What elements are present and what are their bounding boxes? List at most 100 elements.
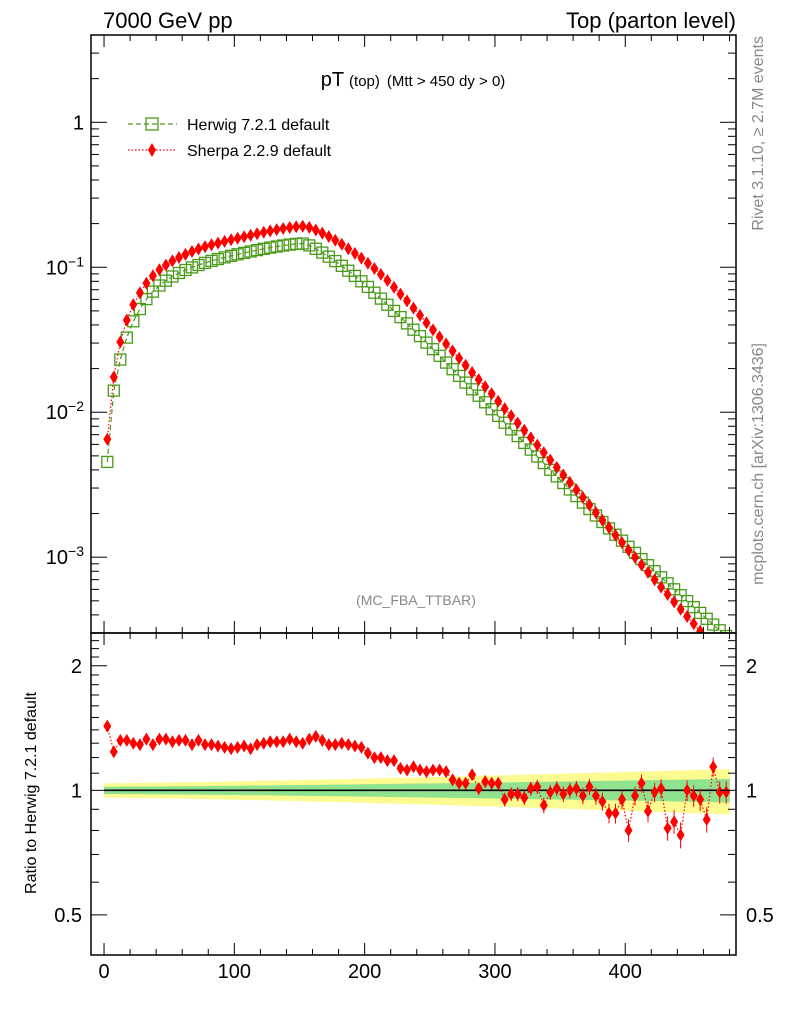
herwig-point bbox=[270, 240, 283, 253]
legend-entry-sherpa: Sherpa 2.2.9 default bbox=[128, 143, 332, 160]
herwig-point bbox=[159, 274, 173, 287]
ratio-y-tick-label-right: 2 bbox=[746, 656, 757, 678]
herwig-point bbox=[231, 248, 244, 261]
sherpa-point bbox=[383, 274, 392, 287]
sherpa-ratio-point bbox=[422, 765, 431, 779]
sherpa-point bbox=[350, 246, 359, 260]
sherpa-point bbox=[591, 506, 600, 520]
legend-herwig-marker bbox=[145, 117, 159, 131]
sherpa-point bbox=[578, 491, 587, 504]
sherpa-ratio-point bbox=[578, 789, 587, 803]
sherpa-point bbox=[585, 498, 594, 512]
herwig-point bbox=[420, 336, 433, 349]
sherpa-ratio-point bbox=[305, 732, 314, 746]
sherpa-point bbox=[214, 236, 222, 250]
ratio-y-tick-label: 2 bbox=[71, 656, 82, 678]
sherpa-point bbox=[559, 468, 568, 482]
ratio-y-axis-label: Ratio to Herwig 7.2.1 default bbox=[23, 692, 40, 894]
herwig-point bbox=[303, 239, 316, 252]
sherpa-point bbox=[357, 251, 366, 265]
herwig-point bbox=[465, 383, 479, 396]
mcplots-credit-label: mcplots.cern.ch [arXiv:1306.3436] bbox=[750, 343, 767, 585]
herwig-point bbox=[322, 250, 335, 263]
sherpa-point bbox=[201, 240, 209, 254]
sherpa-point bbox=[305, 220, 314, 234]
sherpa-point bbox=[494, 394, 503, 408]
sherpa-ratio-point bbox=[598, 795, 607, 808]
herwig-point bbox=[185, 261, 199, 274]
sherpa-point bbox=[474, 373, 483, 387]
main-y-tick-label: 10−2 bbox=[46, 398, 84, 424]
legend: Herwig 7.2.1 default Sherpa 2.2.9 defaul… bbox=[128, 117, 332, 160]
herwig-point bbox=[237, 246, 251, 260]
herwig-point bbox=[244, 245, 257, 258]
sherpa-ratio-point bbox=[494, 776, 503, 790]
herwig-point bbox=[426, 343, 440, 356]
sherpa-ratio-point bbox=[188, 738, 196, 752]
sherpa-point bbox=[188, 245, 196, 258]
sherpa-ratio-point bbox=[552, 782, 561, 795]
sherpa-ratio-point bbox=[533, 780, 542, 794]
herwig-point bbox=[205, 254, 218, 268]
x-tick-label: 200 bbox=[348, 961, 381, 983]
herwig-point bbox=[381, 298, 394, 311]
sherpa-point bbox=[344, 242, 353, 256]
sherpa-point bbox=[194, 242, 203, 256]
sherpa-point bbox=[689, 617, 698, 631]
sherpa-ratio-point bbox=[207, 738, 216, 752]
sherpa-ratio-point bbox=[546, 785, 555, 799]
header-left: 7000 GeV pp bbox=[103, 8, 233, 33]
sherpa-point bbox=[468, 366, 477, 379]
plot-title: pT (top) (Mtt > 450 dy > 0) bbox=[321, 69, 506, 91]
sherpa-ratio-point bbox=[722, 785, 731, 799]
sherpa-ratio-point bbox=[311, 729, 320, 743]
sherpa-point bbox=[331, 233, 340, 247]
sherpa-ratio-point bbox=[129, 736, 138, 750]
sherpa-point bbox=[481, 380, 490, 394]
sherpa-point bbox=[709, 639, 717, 652]
sherpa-point bbox=[676, 602, 685, 616]
sherpa-ratio-point bbox=[279, 735, 288, 749]
sherpa-ratio-point bbox=[259, 736, 268, 750]
herwig-point bbox=[400, 317, 414, 330]
sherpa-ratio-point bbox=[246, 742, 255, 756]
sherpa-ratio-point bbox=[337, 736, 346, 750]
sherpa-point bbox=[103, 432, 112, 446]
sherpa-point bbox=[259, 225, 268, 239]
sherpa-ratio-point bbox=[520, 791, 529, 805]
sherpa-ratio-point bbox=[383, 754, 392, 768]
sherpa-ratio-point bbox=[481, 775, 490, 789]
main-y-tick-label: 10−3 bbox=[46, 543, 84, 569]
herwig-point bbox=[140, 292, 153, 306]
sherpa-point bbox=[461, 358, 470, 372]
herwig-point bbox=[309, 242, 322, 255]
sherpa-ratio-point bbox=[500, 793, 509, 806]
sherpa-point bbox=[403, 294, 411, 308]
sherpa-ratio-point bbox=[429, 763, 437, 777]
sherpa-point bbox=[168, 254, 177, 268]
sherpa-point bbox=[520, 423, 529, 437]
sherpa-point bbox=[409, 301, 418, 315]
sherpa-ratio-point bbox=[168, 735, 177, 749]
herwig-point bbox=[179, 263, 192, 277]
herwig-point bbox=[224, 249, 238, 262]
header-right: Top (parton level) bbox=[566, 8, 736, 33]
sherpa-point bbox=[292, 220, 301, 234]
sherpa-point bbox=[142, 276, 151, 290]
rivet-version-label: Rivet 3.1.10, ≥ 2.7M events bbox=[750, 36, 767, 231]
ratio-y-tick-label: 1 bbox=[71, 780, 82, 802]
sherpa-point bbox=[552, 460, 561, 474]
analysis-label: (MC_FBA_TTBAR) bbox=[356, 592, 476, 608]
herwig-point bbox=[264, 241, 277, 254]
sherpa-point bbox=[122, 313, 131, 327]
sherpa-point bbox=[670, 595, 679, 609]
sherpa-point bbox=[318, 226, 327, 240]
sherpa-ratio-point bbox=[565, 783, 574, 797]
sherpa-ratio-point bbox=[266, 735, 275, 749]
herwig-point bbox=[172, 266, 186, 280]
x-tick-label: 100 bbox=[218, 961, 251, 983]
sherpa-ratio-point bbox=[370, 751, 379, 765]
sherpa-ratio-point bbox=[715, 785, 724, 799]
sherpa-point bbox=[429, 323, 437, 337]
sherpa-ratio-point bbox=[272, 735, 281, 749]
